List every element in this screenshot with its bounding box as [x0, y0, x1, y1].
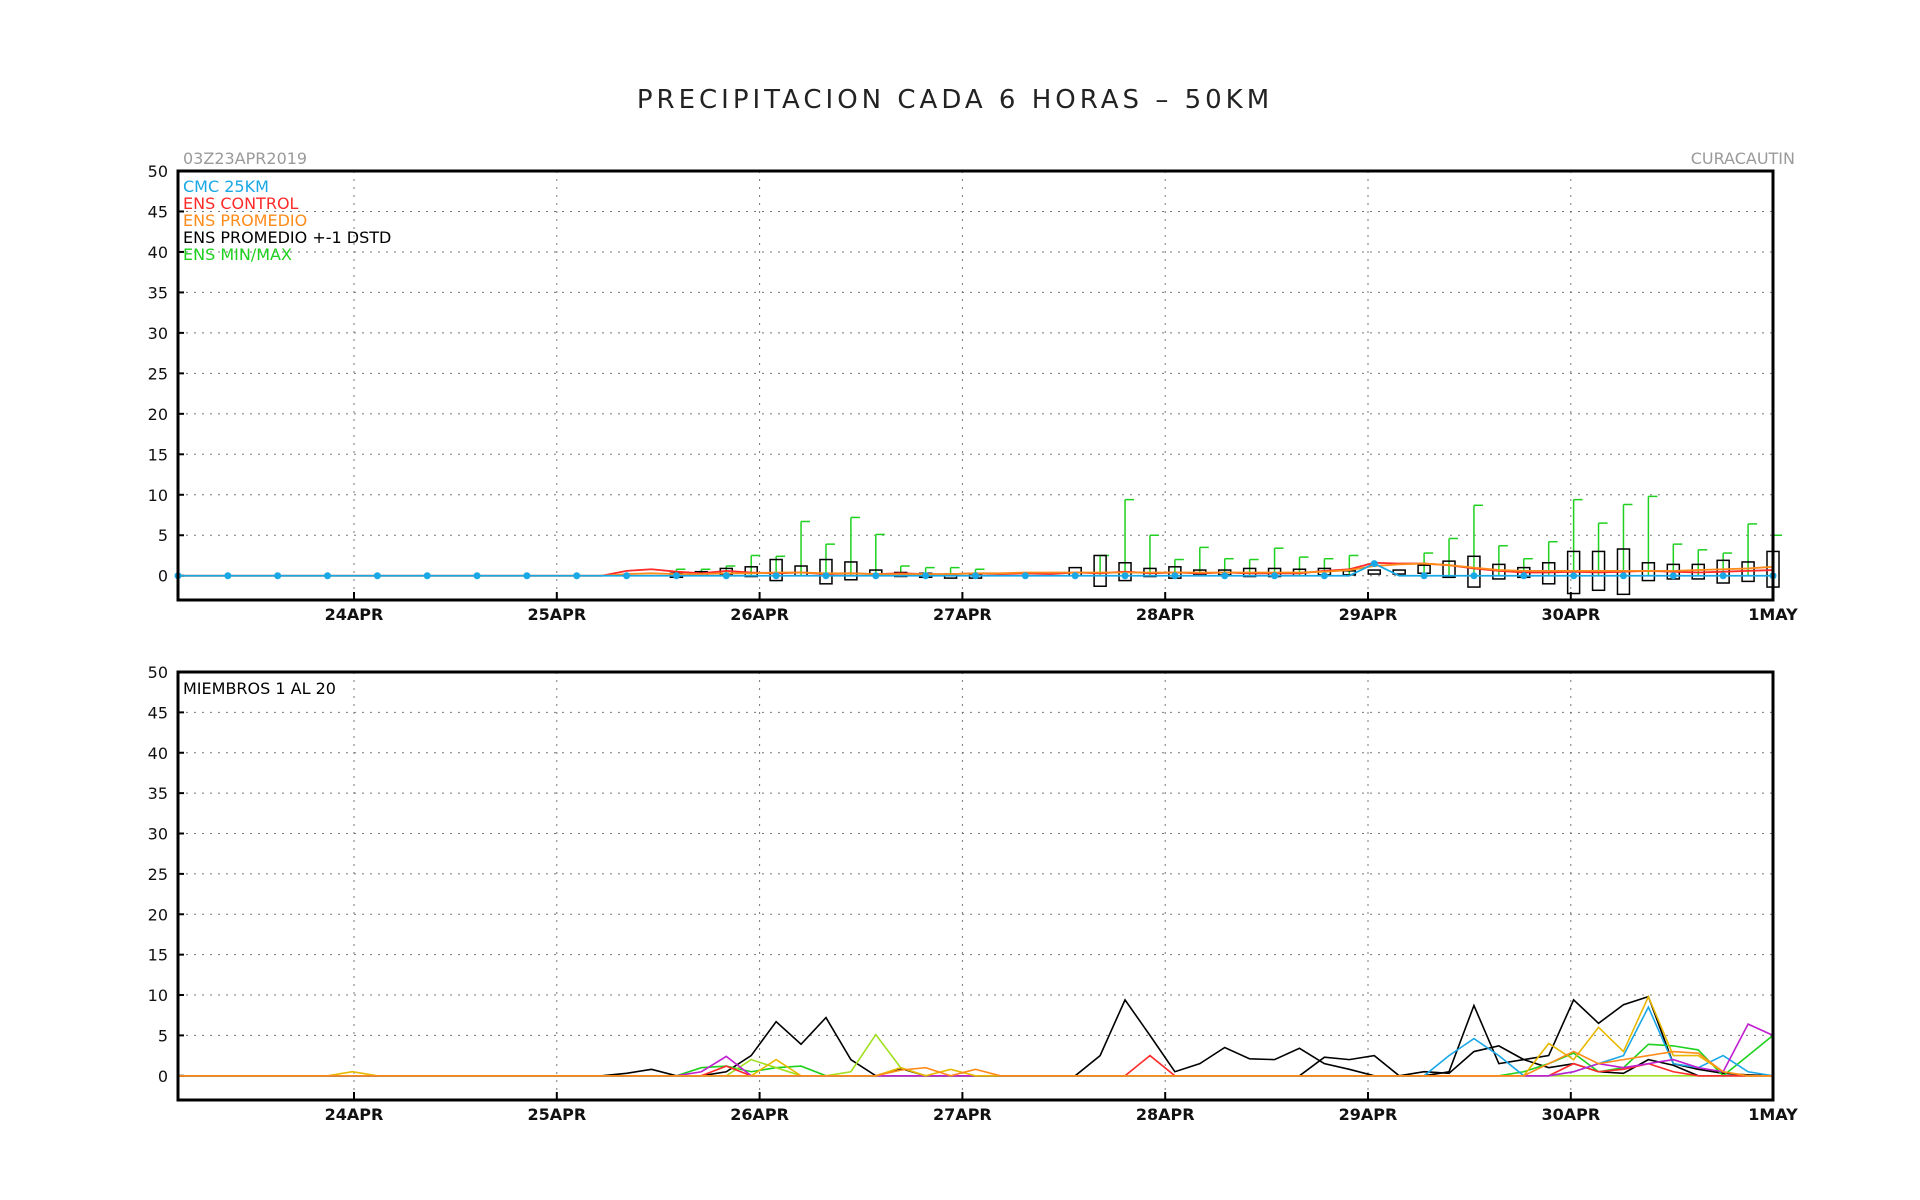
cmc-point	[772, 572, 780, 580]
y-tick-label: 20	[148, 905, 168, 924]
y-tick-label: 30	[148, 324, 168, 343]
cmc-point	[1021, 572, 1029, 580]
cmc-point	[1669, 572, 1677, 580]
x-tick-label: 27APR	[933, 1105, 992, 1124]
cmc-point	[224, 572, 232, 580]
dstd-box	[819, 558, 833, 585]
y-tick-label: 5	[158, 526, 168, 545]
member-line-8	[178, 994, 1773, 1077]
cmc-point	[274, 572, 282, 580]
members-label: MIEMBROS 1 AL 20	[183, 679, 336, 698]
x-tick-label: 1MAY	[1748, 1105, 1798, 1124]
y-tick-label: 40	[148, 243, 168, 262]
cmc-point	[1619, 572, 1627, 580]
y-tick-label: 25	[148, 865, 168, 884]
cmc-point	[1470, 572, 1478, 580]
x-tick-label: 24APR	[325, 605, 384, 624]
y-tick-label: 25	[148, 364, 168, 383]
y-tick-label: 50	[148, 162, 168, 181]
y-tick-label: 10	[148, 986, 168, 1005]
y-tick-label: 50	[148, 663, 168, 682]
cmc-point	[1271, 572, 1279, 580]
cmc-point	[722, 572, 730, 580]
location-label: CURACAUTIN	[1691, 149, 1795, 168]
cmc-point	[1420, 572, 1428, 580]
y-tick-label: 30	[148, 825, 168, 844]
cmc-point	[1719, 572, 1727, 580]
cmc-point	[623, 572, 631, 580]
bottom-panel: 24APR 25APR 26APR 27APR 28APR 29APR 30APR 1MAY 0…	[148, 663, 1799, 1124]
legend-entry-promedio: ENS PROMEDIO	[183, 211, 307, 230]
cmc-point	[573, 572, 581, 580]
dstd-box	[1367, 569, 1381, 575]
y-tick-label: 5	[158, 1026, 168, 1045]
plot-frame	[176, 169, 1775, 602]
x-tick-label: 28APR	[1136, 605, 1195, 624]
cmc-point	[872, 572, 880, 580]
dstd-box	[1093, 554, 1107, 587]
dstd-box	[1467, 555, 1481, 588]
y-tick-label: 45	[148, 202, 168, 221]
x-tick-label: 26APR	[730, 605, 789, 624]
cmc-point	[1570, 572, 1578, 580]
plot-frame	[176, 670, 1775, 1102]
x-tick-label: 1MAY	[1748, 605, 1798, 624]
member-line-9	[178, 1050, 1773, 1077]
legend-entry-promedio-dstd: ENS PROMEDIO +-1 DSTD	[183, 228, 391, 247]
cmc-point	[1171, 572, 1179, 580]
x-tick-label: 25APR	[527, 605, 586, 624]
x-tick-label: 28APR	[1136, 1105, 1195, 1124]
cmc-point	[1071, 572, 1079, 580]
y-tick-label: 0	[158, 1067, 168, 1086]
cmc-point	[1520, 572, 1528, 580]
cmc-point	[373, 572, 381, 580]
y-tick-label: 40	[148, 744, 168, 763]
legend-entry-cmc: CMC 25KM	[183, 177, 269, 196]
dstd-box	[769, 558, 783, 582]
dstd-box	[1442, 560, 1456, 579]
x-tick-label: 30APR	[1541, 1105, 1600, 1124]
y-tick-label: 10	[148, 486, 168, 505]
legend: CMC 25KM ENS CONTROL ENS PROMEDIO ENS PR…	[183, 177, 391, 264]
x-tick-label: 26APR	[730, 1105, 789, 1124]
run-label: 03Z23APR2019	[183, 149, 307, 168]
cmc-point	[1320, 572, 1328, 580]
x-tick-label: 25APR	[527, 1105, 586, 1124]
chart-title: PRECIPITACION CADA 6 HORAS – 50KM	[637, 85, 1273, 115]
y-tick-label: 35	[148, 283, 168, 302]
legend-entry-control: ENS CONTROL	[183, 194, 299, 213]
y-tick-label: 15	[148, 445, 168, 464]
x-tick-label: 29APR	[1339, 1105, 1398, 1124]
dstd-box	[844, 561, 858, 581]
x-tick-label: 29APR	[1339, 605, 1398, 624]
y-tick-label: 45	[148, 703, 168, 722]
cmc-point	[972, 572, 979, 580]
x-tick-label: 27APR	[933, 605, 992, 624]
cmc-point	[1370, 560, 1378, 568]
member-line-6	[178, 1005, 1774, 1077]
cmc-point	[822, 572, 830, 580]
y-tick-label: 15	[148, 946, 168, 965]
cmc-point	[1121, 572, 1129, 580]
x-tick-label: 30APR	[1541, 605, 1600, 624]
x-tick-label: 24APR	[325, 1105, 384, 1124]
cmc-point	[523, 572, 531, 580]
cmc-point	[922, 572, 930, 580]
cmc-point	[1221, 572, 1229, 580]
cmc-point	[324, 572, 332, 580]
legend-entry-minmax: ENS MIN/MAX	[183, 245, 292, 264]
y-tick-label: 0	[158, 567, 168, 586]
top-panel: 24APR 25APR 26APR 27APR 28APR 29APR 30APR 1MAY 0…	[148, 162, 1799, 624]
cmc-point	[423, 572, 431, 580]
y-tick-label: 20	[148, 405, 168, 424]
cmc-point	[672, 572, 680, 580]
cmc-point	[473, 572, 481, 580]
member-line-2	[178, 1003, 1773, 1077]
y-tick-label: 35	[148, 784, 168, 803]
